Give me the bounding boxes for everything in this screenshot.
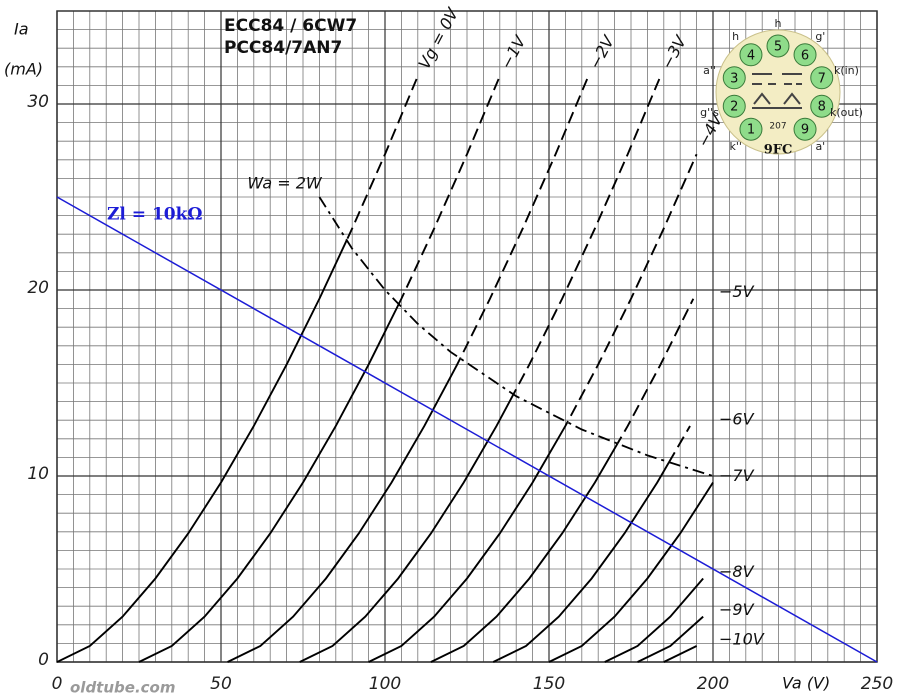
- tube-symbol: [752, 73, 802, 109]
- y-tick-label: 0: [38, 650, 49, 670]
- x-tick-label: 100: [369, 674, 401, 694]
- y-tick-label: 30: [27, 92, 49, 112]
- power-label: Wa = 2W: [247, 174, 323, 193]
- curve-label: −7V: [719, 466, 755, 485]
- pin: [810, 94, 834, 118]
- characteristic-curve: [492, 425, 691, 663]
- pin-number: 9: [801, 123, 809, 138]
- pin: [739, 117, 763, 141]
- curve-label: −8V: [719, 562, 755, 581]
- pin-label: g''s: [700, 106, 719, 119]
- pin-number: 3: [730, 71, 738, 86]
- curve-label: −10V: [719, 630, 765, 649]
- x-tick-label: 200: [697, 674, 729, 694]
- base-code: 207: [769, 122, 786, 132]
- pin-label: a': [815, 140, 825, 153]
- x-tick-label: 50: [210, 674, 232, 694]
- pin: [810, 66, 834, 90]
- load-line: [56, 196, 878, 663]
- pin-number: 5: [774, 40, 782, 55]
- pin-label: k'': [729, 140, 741, 153]
- characteristic-curve: [637, 615, 704, 663]
- pin-label: a'': [703, 64, 716, 77]
- pin-label: k(in): [834, 64, 859, 77]
- curve-label: −5V: [719, 282, 755, 301]
- pin-number: 1: [747, 123, 755, 138]
- pin-number: 4: [747, 48, 755, 63]
- pin-number: 6: [801, 48, 809, 63]
- load-label: Zl = 10kΩ: [107, 205, 203, 225]
- pin-label: g': [815, 30, 825, 43]
- curve-overload: [319, 75, 419, 476]
- pin: [766, 34, 790, 58]
- y-tick-label: 20: [27, 278, 49, 298]
- watermark: oldtube.com: [70, 679, 175, 697]
- pin-label: k(out): [830, 106, 863, 119]
- x-tick-label: 250: [861, 674, 893, 694]
- x-axis-label: Va (V): [782, 674, 830, 693]
- pin: [722, 66, 746, 90]
- curve-label: −9V: [719, 600, 755, 619]
- x-tick-label: 150: [533, 674, 565, 694]
- y-axis-label: Ia: [14, 20, 29, 39]
- pin: [722, 94, 746, 118]
- chart-subtitle: PCC84/7AN7: [224, 38, 342, 58]
- pin-number: 2: [730, 100, 738, 115]
- x-tick-label: 0: [52, 674, 63, 694]
- characteristic-curve: [663, 645, 698, 663]
- y-axis-unit: (mA): [4, 60, 43, 79]
- plot-frame: [56, 10, 878, 663]
- pin: [739, 43, 763, 67]
- pin: [793, 43, 817, 67]
- curve-label: −6V: [719, 409, 755, 428]
- chart-title: ECC84 / 6CW7: [224, 16, 357, 36]
- power-curve: [318, 196, 714, 477]
- grid: [56, 10, 878, 663]
- y-tick-label: 10: [27, 464, 49, 484]
- pin-label: h: [775, 17, 782, 30]
- pin-number: 8: [818, 100, 826, 115]
- characteristic-curve: [548, 481, 714, 663]
- base-name: 9FC: [764, 143, 793, 158]
- pin-label: h: [732, 30, 739, 43]
- pin: [793, 117, 817, 141]
- pin-number: 7: [818, 71, 826, 86]
- characteristic-curve: [604, 577, 704, 663]
